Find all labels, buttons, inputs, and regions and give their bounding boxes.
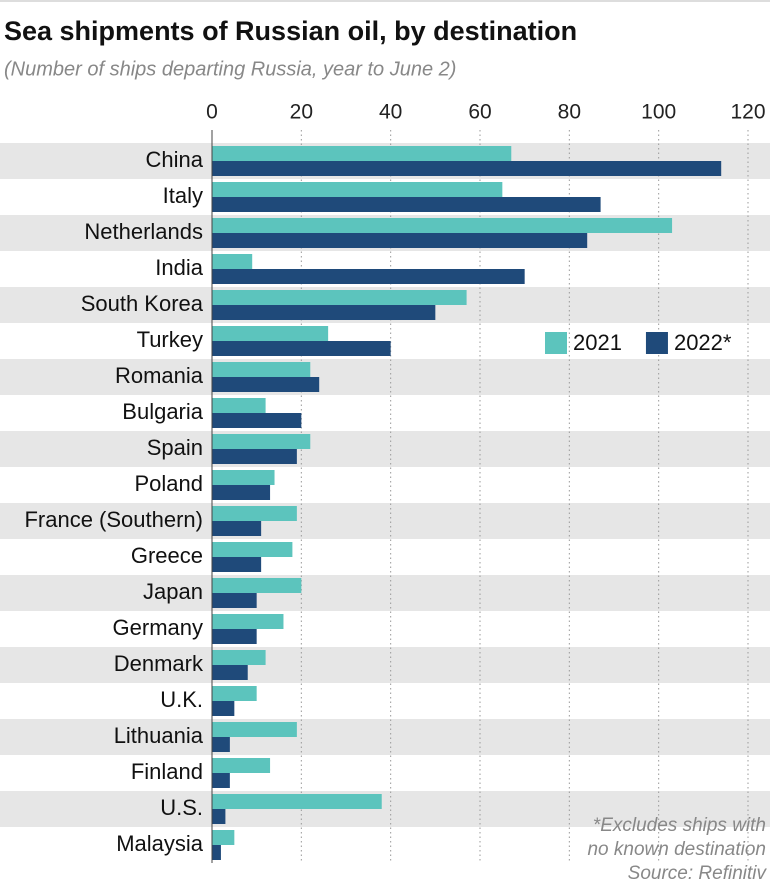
row-band: [0, 359, 770, 395]
bar: [212, 809, 226, 824]
bar: [212, 665, 248, 680]
bar: [212, 398, 266, 413]
x-tick-label: 80: [558, 101, 581, 124]
x-tick-label: 40: [379, 101, 402, 124]
row-band: [0, 431, 770, 467]
bar: [212, 377, 320, 392]
category-label: South Korea: [81, 291, 204, 316]
bar: [212, 470, 275, 485]
x-tick-label: 120: [730, 101, 765, 124]
category-label: Romania: [115, 363, 204, 388]
chart-title: Sea shipments of Russian oil, by destina…: [4, 16, 577, 46]
category-label: India: [155, 255, 203, 280]
category-label: Spain: [147, 435, 203, 460]
category-label: Finland: [131, 759, 203, 784]
category-label: Denmark: [114, 651, 204, 676]
bar: [212, 773, 230, 788]
category-label: Greece: [131, 543, 203, 568]
category-label: Bulgaria: [122, 399, 203, 424]
bar: [212, 485, 271, 500]
bar: [212, 506, 297, 521]
bar: [212, 362, 311, 377]
category-label: Malaysia: [116, 831, 204, 856]
bar: [212, 593, 257, 608]
x-tick-label: 60: [468, 101, 491, 124]
bar: [212, 290, 467, 305]
bar: [212, 737, 230, 752]
bar: [212, 449, 297, 464]
category-label: Poland: [134, 471, 203, 496]
category-label: Germany: [113, 615, 203, 640]
x-tick-label: 100: [641, 101, 676, 124]
row-band: [0, 791, 770, 827]
legend-label: 2022*: [674, 330, 732, 355]
category-label: Netherlands: [84, 219, 203, 244]
bar: [212, 614, 284, 629]
bar: [212, 557, 262, 572]
bar: [212, 305, 436, 320]
bar: [212, 254, 253, 269]
category-label: Italy: [163, 183, 203, 208]
bar: [212, 830, 235, 845]
category-label: China: [146, 147, 204, 172]
bar: [212, 413, 302, 428]
bar: [212, 326, 329, 341]
bar: [212, 161, 722, 176]
chart-subtitle: (Number of ships departing Russia, year …: [4, 58, 456, 80]
bar: [212, 434, 311, 449]
bar: [212, 146, 512, 161]
bar: [212, 722, 297, 737]
bar: [212, 794, 382, 809]
legend-label: 2021: [573, 330, 622, 355]
bar: [212, 341, 391, 356]
bar: [212, 701, 235, 716]
bar: [212, 686, 257, 701]
bar: [212, 845, 221, 860]
x-tick-label: 0: [206, 101, 218, 124]
bar: [212, 269, 525, 284]
row-band: [0, 719, 770, 755]
footnote: Source: Refinitiv: [628, 863, 768, 884]
bar: [212, 197, 601, 212]
category-label: Turkey: [137, 327, 203, 352]
bar: [212, 521, 262, 536]
legend-swatch: [645, 332, 668, 354]
legend-swatch: [545, 332, 567, 354]
bar: [212, 578, 302, 593]
row-band: [0, 575, 770, 611]
row-band: [0, 503, 770, 539]
category-label: Lithuania: [114, 723, 204, 748]
bar: [212, 182, 503, 197]
bar: [212, 629, 257, 644]
category-label: U.S.: [160, 795, 203, 820]
row-band: [0, 647, 770, 683]
bar: [212, 650, 266, 665]
footnote: no known destination: [587, 839, 766, 860]
bar: [212, 218, 673, 233]
bar: [212, 758, 271, 773]
footnote: *Excludes ships with: [593, 815, 766, 836]
category-label: France (Southern): [24, 507, 203, 532]
category-label: U.K.: [160, 687, 203, 712]
x-tick-label: 20: [290, 101, 313, 124]
bar: [212, 542, 293, 557]
bar: [212, 233, 588, 248]
category-label: Japan: [143, 579, 203, 604]
